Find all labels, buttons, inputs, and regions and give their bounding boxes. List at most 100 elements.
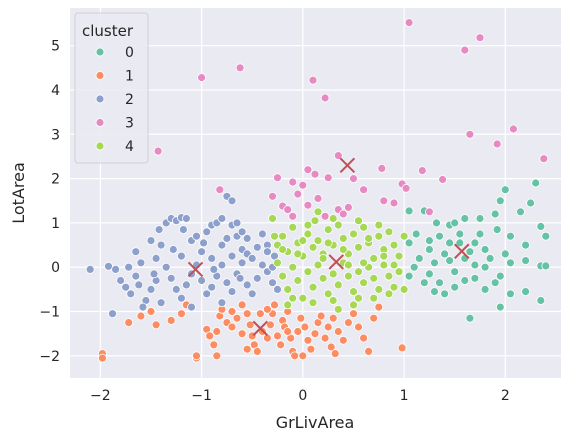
data-point-cluster-1: [273, 331, 282, 341]
data-point-cluster-1: [124, 318, 134, 328]
data-point-cluster-0: [404, 206, 414, 216]
data-point-cluster-0: [521, 240, 530, 250]
data-point-cluster-4: [394, 267, 404, 277]
data-point-cluster-2: [262, 247, 272, 257]
data-point-cluster-1: [276, 340, 286, 350]
data-point-cluster-4: [283, 284, 293, 294]
data-point-cluster-1: [227, 322, 237, 332]
y-tick-label: 2: [51, 172, 60, 188]
data-point-cluster-3: [389, 198, 399, 208]
legend-item-0: 0: [95, 45, 134, 61]
data-point-cluster-4: [333, 220, 343, 230]
data-point-cluster-0: [541, 261, 551, 271]
grid-lines: [70, 8, 561, 378]
legend-title: cluster: [82, 22, 134, 40]
data-point-cluster-1: [252, 346, 262, 356]
data-point-cluster-1: [212, 351, 222, 361]
y-tick-label: −1: [39, 305, 60, 321]
data-point-cluster-2: [85, 264, 95, 274]
data-point-cluster-3: [401, 183, 411, 193]
data-point-cluster-1: [265, 320, 275, 330]
data-point-cluster-0: [475, 214, 485, 223]
data-point-cluster-3: [288, 211, 298, 221]
x-tick-label: 1: [400, 388, 409, 404]
data-point-cluster-3: [417, 166, 427, 176]
data-point-cluster-0: [500, 249, 510, 259]
data-point-cluster-2: [176, 251, 186, 261]
data-point-cluster-3: [424, 207, 434, 217]
data-point-cluster-1: [333, 327, 343, 336]
data-point-cluster-4: [333, 304, 343, 314]
data-point-cluster-4: [359, 258, 369, 268]
data-point-cluster-4: [384, 289, 394, 299]
data-point-cluster-2: [197, 247, 207, 257]
centroid-0: [454, 243, 470, 259]
data-point-cluster-2: [134, 280, 144, 290]
data-point-cluster-0: [465, 313, 475, 323]
data-point-cluster-4: [288, 222, 298, 232]
data-point-cluster-1: [323, 322, 333, 332]
x-tick-label: −1: [191, 388, 212, 404]
data-point-cluster-1: [262, 304, 272, 314]
data-point-cluster-4: [338, 233, 348, 243]
legend-marker: [95, 71, 105, 80]
data-point-cluster-0: [475, 229, 485, 239]
data-point-cluster-3: [379, 196, 389, 206]
data-point-cluster-0: [536, 296, 546, 305]
data-point-cluster-4: [303, 220, 313, 230]
data-point-cluster-0: [480, 262, 490, 272]
data-point-cluster-0: [470, 238, 480, 248]
data-point-cluster-0: [521, 287, 530, 297]
data-point-cluster-2: [199, 238, 209, 248]
data-point-cluster-4: [313, 260, 323, 270]
data-point-cluster-4: [333, 280, 343, 290]
data-point-cluster-4: [354, 216, 363, 226]
data-point-cluster-0: [435, 278, 444, 288]
legend-marker: [95, 94, 105, 104]
data-point-cluster-0: [470, 273, 480, 283]
centroid-2: [187, 261, 204, 278]
data-point-cluster-1: [397, 343, 407, 353]
data-point-cluster-4: [374, 231, 384, 241]
data-point-cluster-4: [278, 231, 288, 241]
data-point-cluster-2: [192, 231, 201, 241]
data-point-cluster-2: [171, 284, 181, 294]
data-point-cluster-4: [349, 229, 358, 239]
data-point-cluster-1: [343, 318, 353, 328]
data-point-cluster-3: [323, 173, 333, 183]
data-point-cluster-2: [227, 287, 237, 297]
x-tick-label: 0: [298, 388, 307, 404]
data-point-cluster-0: [490, 209, 500, 219]
data-point-cluster-0: [450, 267, 460, 277]
plot-background: [70, 8, 561, 378]
data-point-cluster-1: [359, 333, 369, 343]
data-point-cluster-3: [320, 211, 330, 221]
data-point-cluster-1: [209, 340, 219, 350]
data-point-cluster-4: [374, 220, 384, 230]
data-point-cluster-2: [161, 262, 171, 272]
data-point-cluster-0: [480, 284, 490, 294]
data-point-cluster-2: [121, 282, 131, 292]
data-point-cluster-1: [151, 320, 161, 330]
data-point-cluster-0: [409, 262, 419, 272]
legend-item-2: 2: [95, 92, 134, 108]
data-point-cluster-2: [166, 273, 176, 283]
data-point-cluster-1: [232, 313, 242, 323]
centroid-1: [252, 320, 269, 337]
data-point-cluster-3: [377, 163, 387, 173]
data-point-cluster-3: [509, 124, 518, 134]
data-point-cluster-1: [303, 335, 313, 345]
data-point-cluster-3: [283, 205, 293, 215]
y-tick-label: 3: [51, 127, 60, 143]
data-point-cluster-4: [288, 262, 298, 272]
x-tick-labels: −2 −1 0 1 2: [90, 388, 510, 404]
data-point-cluster-4: [283, 300, 293, 310]
data-point-cluster-1: [227, 307, 237, 316]
data-point-cluster-4: [293, 249, 303, 259]
legend-label: 4: [125, 139, 134, 155]
data-point-cluster-3: [298, 180, 308, 190]
data-point-cluster-4: [278, 271, 288, 281]
data-point-cluster-0: [516, 207, 525, 217]
legend-item-3: 3: [95, 116, 134, 132]
legend-label: 2: [125, 92, 134, 108]
